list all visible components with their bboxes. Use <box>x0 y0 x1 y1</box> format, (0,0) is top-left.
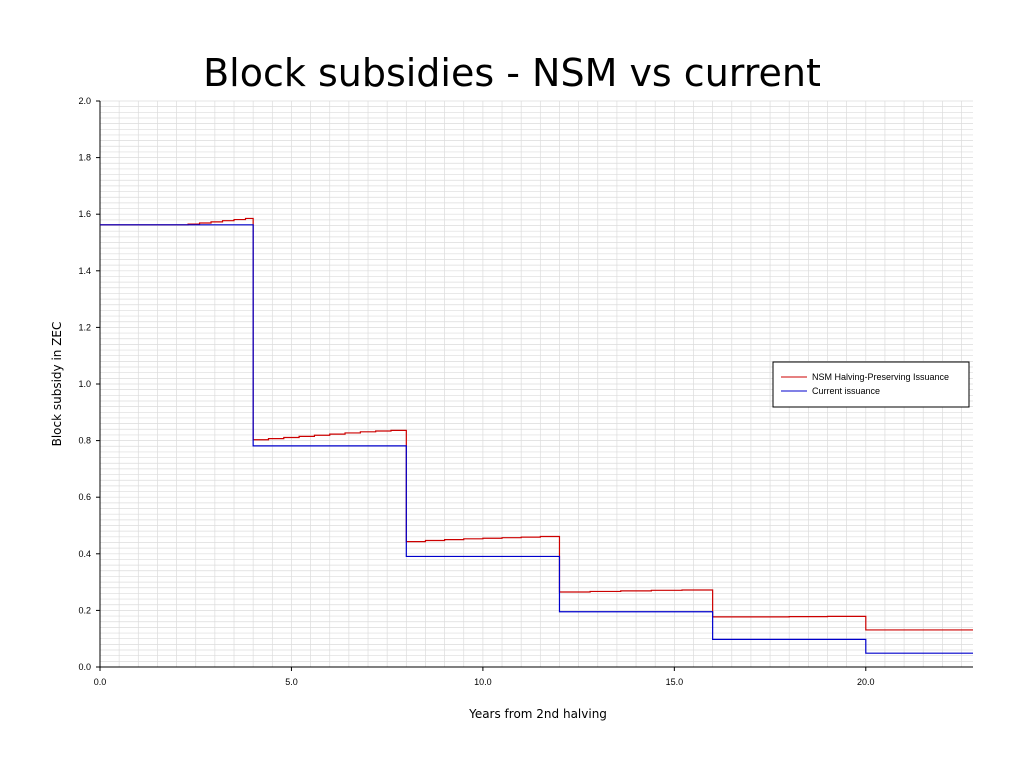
y-tick-label: 1.0 <box>78 379 91 389</box>
y-tick-label: 0.6 <box>78 492 91 502</box>
y-tick-label: 0.2 <box>78 605 91 615</box>
x-axis-label: Years from 2nd halving <box>468 707 607 721</box>
series-line-current <box>100 224 973 654</box>
x-tick-label: 15.0 <box>666 677 684 687</box>
x-tick-label: 5.0 <box>285 677 298 687</box>
legend-box <box>772 361 970 408</box>
y-axis-ticks: 0.0 0.2 0.4 0.6 0.8 1.0 1.2 1.4 1.6 1.8 2.0 <box>78 96 100 672</box>
x-tick-label: 0.0 <box>94 677 107 687</box>
y-tick-label: 0.0 <box>78 662 91 672</box>
legend-label-nsm: NSM Halving-Preserving Issuance <box>812 372 949 382</box>
x-tick-label: 20.0 <box>857 677 875 687</box>
y-tick-label: 1.4 <box>78 266 91 276</box>
y-tick-label: 1.6 <box>78 209 91 219</box>
legend: NSM Halving-Preserving Issuance Current … <box>772 361 970 408</box>
series-line-nsm <box>100 217 973 631</box>
y-tick-label: 1.2 <box>78 322 91 332</box>
y-tick-label: 0.8 <box>78 436 91 446</box>
grid <box>99 100 973 668</box>
x-axis-ticks: 0.0 5.0 10.0 15.0 20.0 <box>94 667 875 687</box>
x-tick-label: 10.0 <box>474 677 492 687</box>
y-tick-label: 0.4 <box>78 549 91 559</box>
y-tick-label: 1.8 <box>78 153 91 163</box>
y-tick-label: 2.0 <box>78 96 91 106</box>
series <box>100 217 973 654</box>
y-axis-label: Block subsidy in ZEC <box>50 322 64 447</box>
chart-title: Block subsidies - NSM vs current <box>203 51 821 95</box>
legend-label-current: Current issuance <box>812 386 880 396</box>
